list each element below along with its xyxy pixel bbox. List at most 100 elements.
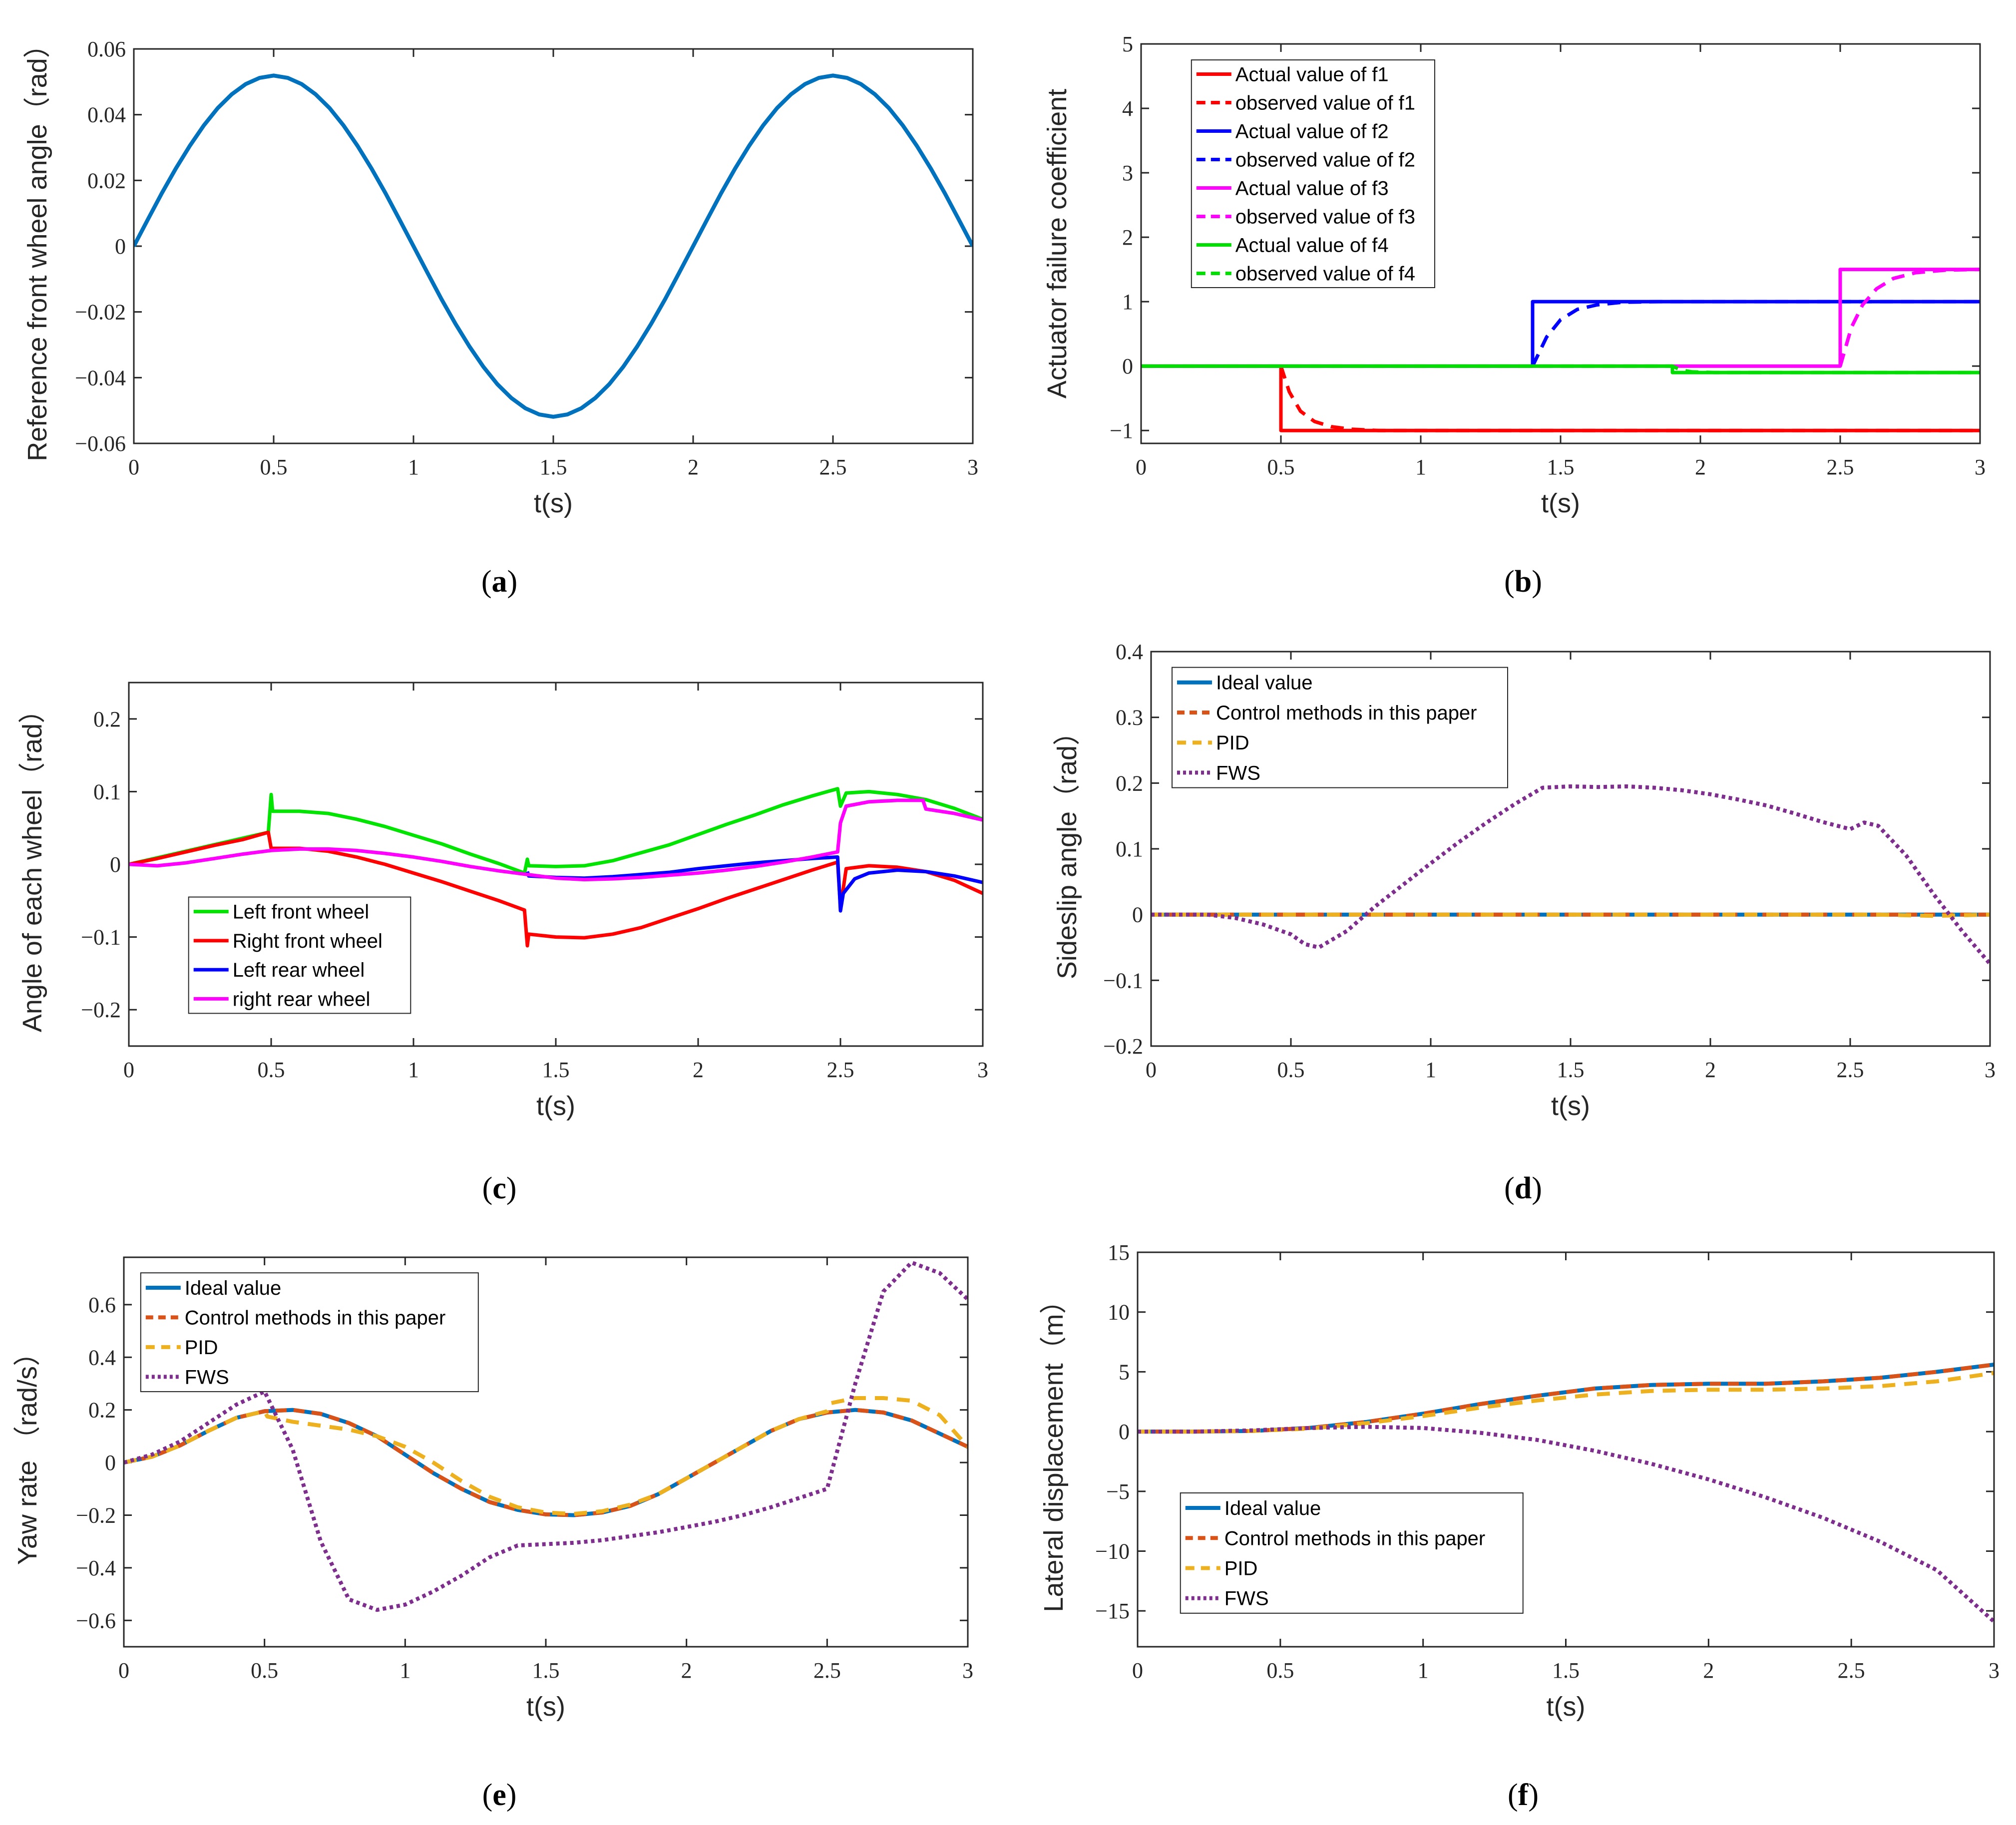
x-tick-label: 2 <box>688 455 699 479</box>
chart-panel-a: 0 0.5 1 1.5 2 2.5 3 −0.06 −0.04 −0.02 0 0.02 0.04 0.0… <box>22 31 978 599</box>
y-tick-label: 10 <box>1108 1300 1130 1325</box>
series-line-7 <box>1141 364 1980 374</box>
y-tick-label: 0.6 <box>88 1293 116 1317</box>
y-tick-label: −10 <box>1095 1539 1130 1563</box>
x-tick-label: 0.5 <box>1277 1058 1305 1082</box>
legend-entry: Control methods in this paper <box>1216 702 1477 724</box>
series-line-2 <box>1279 365 1980 432</box>
legend: Ideal value Control methods in this paper… <box>140 1272 479 1393</box>
legend-entry: Control methods in this paper <box>1224 1527 1486 1549</box>
x-tick-label: 1 <box>400 1658 410 1683</box>
legend-entry: Control methods in this paper <box>185 1307 446 1329</box>
series-line-3 <box>1141 300 1980 368</box>
x-tick-label: 3 <box>962 1658 973 1683</box>
y-tick-label: 5 <box>1119 1360 1130 1384</box>
panel-caption: (d) <box>1504 1171 1542 1205</box>
y-tick-label: 3 <box>1122 161 1133 185</box>
y-tick-label: −0.4 <box>76 1556 116 1580</box>
x-tick-label: 1.5 <box>532 1658 560 1683</box>
x-tick-label: 1.5 <box>1552 1658 1580 1683</box>
x-axis-label: t(s) <box>536 1091 575 1121</box>
y-tick-label: −1 <box>1110 418 1133 443</box>
series-line-2 <box>124 1408 968 1517</box>
x-tick-label: 3 <box>977 1058 988 1082</box>
series-line-3 <box>1138 1371 1994 1434</box>
y-tick-label: 2 <box>1122 225 1133 250</box>
y-tick-label: 0.4 <box>88 1345 116 1370</box>
panel-caption: (c) <box>482 1171 517 1205</box>
legend-entry: Actual value of f4 <box>1235 235 1389 257</box>
y-tick-label: 0 <box>1119 1420 1130 1444</box>
legend-entry: Left rear wheel <box>233 959 365 981</box>
legend-entry: Actual value of f2 <box>1235 121 1389 143</box>
x-tick-label: 1 <box>408 455 419 479</box>
axes-frame <box>123 1256 969 1648</box>
x-tick-label: 0 <box>118 1658 129 1683</box>
series-line-3 <box>124 1396 968 1516</box>
panel-caption: (b) <box>1504 565 1542 599</box>
y-tick-label: −0.1 <box>81 925 121 950</box>
chart-panel-e: 0 0.5 1 1.5 2 2.5 3 −0.6 −0.4 −0.2 0 0.2 0.4 0.6 t(s) Y… <box>12 1256 973 1812</box>
legend-entry: FWS <box>1216 762 1260 784</box>
x-tick-label: 3 <box>1989 1658 2000 1683</box>
y-tick-label: 4 <box>1122 96 1133 121</box>
x-tick-label: 0 <box>123 1058 134 1082</box>
x-tick-label: 2.5 <box>813 1658 841 1683</box>
x-tick-label: 1 <box>1425 1058 1436 1082</box>
y-tick-label: −5 <box>1106 1479 1130 1504</box>
panel-caption: (a) <box>481 565 517 599</box>
x-tick-label: 2 <box>1705 1058 1716 1082</box>
x-tick-label: 2.5 <box>827 1058 854 1082</box>
y-tick-label: 0 <box>115 234 126 259</box>
y-tick-label: −0.2 <box>76 1503 116 1527</box>
x-tick-label: 1.5 <box>540 455 567 479</box>
y-tick-label: 15 <box>1108 1240 1130 1265</box>
x-tick-label: 3 <box>967 455 978 479</box>
x-tick-label: 0 <box>1146 1058 1157 1082</box>
y-tick-label: −0.6 <box>76 1608 116 1633</box>
y-axis-label: Sideslip angle（rad） <box>1052 719 1082 979</box>
x-tick-label: 0 <box>128 455 139 479</box>
axes-frame <box>1137 1251 1995 1648</box>
x-tick-label: 2.5 <box>1827 455 1854 479</box>
series-line-4 <box>1151 784 1990 965</box>
x-tick-label: 1 <box>408 1058 419 1082</box>
series-line-8 <box>1141 364 1980 374</box>
y-axis-label: Angle of each wheel（rad） <box>17 697 47 1032</box>
legend-entry: Ideal value <box>1224 1497 1321 1519</box>
legend-entry: PID <box>1216 732 1249 754</box>
y-axis-label: Lateral displacement（m） <box>1039 1287 1069 1612</box>
y-tick-label: 0.1 <box>1116 837 1143 861</box>
legend: Ideal value Control methods in this paper… <box>1172 667 1508 788</box>
legend-entry: Ideal value <box>185 1277 281 1299</box>
y-tick-label: 0.2 <box>93 707 121 731</box>
y-tick-label: −15 <box>1095 1599 1130 1623</box>
y-tick-label: 5 <box>1122 32 1133 56</box>
legend-entry: right rear wheel <box>233 988 371 1010</box>
y-tick-label: 0.3 <box>1116 706 1143 730</box>
x-tick-label: 0.5 <box>260 455 288 479</box>
y-tick-label: −0.1 <box>1103 968 1143 993</box>
legend: Ideal value Control methods in this paper… <box>1180 1492 1524 1614</box>
y-tick-label: 0.4 <box>1116 640 1143 664</box>
y-tick-label: 0.2 <box>1116 771 1143 795</box>
x-tick-label: 2 <box>693 1058 704 1082</box>
series-line-4 <box>129 798 983 882</box>
series-line-4 <box>1531 300 1980 367</box>
axes-frame <box>128 682 984 1047</box>
x-tick-label: 2 <box>681 1658 692 1683</box>
series-line-1 <box>1141 364 1980 432</box>
legend-entry: PID <box>185 1337 218 1359</box>
legend-entry: observed value of f4 <box>1235 263 1415 285</box>
y-tick-label: 0.04 <box>87 103 126 127</box>
y-tick-label: −0.04 <box>75 365 126 390</box>
legend-entry: observed value of f1 <box>1235 92 1415 114</box>
axes-frame <box>133 48 974 444</box>
legend-entry: observed value of f3 <box>1235 206 1415 228</box>
chart-panel-f: 0 0.5 1 1.5 2 2.5 3 −15 −10 −5 0 5 10 15 t(s) Lateral d… <box>1039 1240 2000 1812</box>
x-axis-label: t(s) <box>1551 1091 1590 1121</box>
x-tick-label: 0 <box>1136 455 1147 479</box>
x-tick-label: 1 <box>1415 455 1426 479</box>
x-tick-label: 3 <box>1985 1058 1996 1082</box>
x-tick-label: 0 <box>1132 1658 1143 1683</box>
